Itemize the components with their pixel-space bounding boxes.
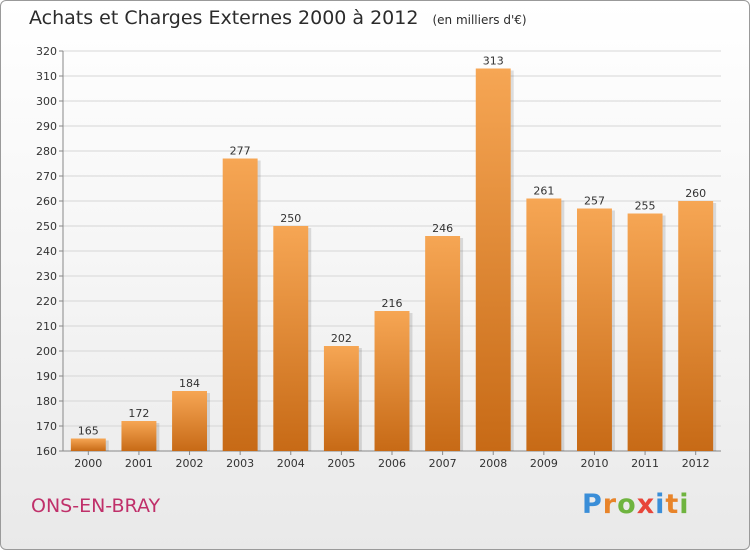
bar bbox=[425, 236, 461, 451]
bar bbox=[627, 213, 663, 451]
bar bbox=[475, 68, 511, 451]
proxiti-logo: Proxiti bbox=[582, 489, 690, 520]
x-tick-label: 2004 bbox=[277, 457, 305, 470]
bar-value-label: 246 bbox=[432, 222, 453, 235]
bar-value-label: 255 bbox=[635, 200, 656, 213]
bar bbox=[526, 198, 562, 451]
y-tick-label: 240 bbox=[36, 245, 57, 258]
x-tick-label: 2011 bbox=[631, 457, 659, 470]
x-tick-label: 2007 bbox=[429, 457, 457, 470]
y-tick-label: 170 bbox=[36, 420, 57, 433]
x-tick-label: 2000 bbox=[74, 457, 102, 470]
y-tick-label: 290 bbox=[36, 120, 57, 133]
bar bbox=[374, 311, 410, 451]
y-tick-label: 230 bbox=[36, 270, 57, 283]
y-tick-label: 160 bbox=[36, 445, 57, 458]
logo-letter: i bbox=[679, 489, 690, 520]
bar bbox=[222, 158, 258, 451]
y-tick-label: 300 bbox=[36, 95, 57, 108]
bar-value-label: 165 bbox=[78, 425, 99, 438]
bar-value-label: 261 bbox=[533, 185, 554, 198]
logo-letter: t bbox=[665, 489, 680, 520]
y-tick-label: 310 bbox=[36, 70, 57, 83]
bars bbox=[70, 68, 717, 451]
location-name: ONS-EN-BRAY bbox=[31, 495, 161, 517]
bar bbox=[323, 346, 359, 451]
y-tick-label: 180 bbox=[36, 395, 57, 408]
y-tick-label: 190 bbox=[36, 370, 57, 383]
bar bbox=[273, 226, 309, 451]
y-tick-label: 200 bbox=[36, 345, 57, 358]
x-tick-label: 2002 bbox=[176, 457, 204, 470]
bar bbox=[121, 421, 157, 451]
bar-value-label: 257 bbox=[584, 195, 605, 208]
logo-letter: i bbox=[655, 489, 666, 520]
bar-value-label: 172 bbox=[128, 407, 149, 420]
bar-value-label: 277 bbox=[230, 145, 251, 158]
bar bbox=[172, 391, 208, 451]
y-tick-label: 280 bbox=[36, 145, 57, 158]
logo-letter: r bbox=[602, 489, 618, 520]
x-tick-label: 2009 bbox=[530, 457, 558, 470]
x-tick-label: 2003 bbox=[226, 457, 254, 470]
bar-value-label: 313 bbox=[483, 55, 504, 68]
chart-title-text: Achats et Charges Externes 2000 à 2012 bbox=[29, 7, 419, 29]
x-tick-label: 2001 bbox=[125, 457, 153, 470]
value-labels: 165 172 184 277 250 202 216 246 313 261 257 255 260 bbox=[78, 55, 706, 438]
bar-value-label: 202 bbox=[331, 332, 352, 345]
logo-letter: o bbox=[617, 489, 637, 520]
axes: 160 170 180 190 200 210 220 230 240 250 260 270 280 2… bbox=[36, 45, 721, 470]
bar bbox=[576, 208, 612, 451]
y-tick-label: 220 bbox=[36, 295, 57, 308]
bar-value-label: 216 bbox=[382, 297, 403, 310]
x-tick-label: 2006 bbox=[378, 457, 406, 470]
y-tick-label: 320 bbox=[36, 45, 57, 58]
x-tick-label: 2008 bbox=[479, 457, 507, 470]
bar bbox=[70, 438, 106, 451]
bar-value-label: 260 bbox=[685, 187, 706, 200]
x-tick-label: 2010 bbox=[580, 457, 608, 470]
x-tick-label: 2005 bbox=[327, 457, 355, 470]
y-tick-label: 270 bbox=[36, 170, 57, 183]
bar bbox=[678, 201, 714, 451]
y-tick-label: 250 bbox=[36, 220, 57, 233]
bar-value-label: 184 bbox=[179, 377, 200, 390]
logo-letter: P bbox=[582, 489, 603, 520]
chart-subtitle: (en milliers d'€) bbox=[432, 13, 527, 27]
y-tick-label: 210 bbox=[36, 320, 57, 333]
chart-title: Achats et Charges Externes 2000 à 2012 (e… bbox=[29, 7, 527, 29]
x-tick-label: 2012 bbox=[682, 457, 710, 470]
y-tick-label: 260 bbox=[36, 195, 57, 208]
logo-letter: x bbox=[636, 489, 656, 520]
bar-value-label: 250 bbox=[280, 212, 301, 225]
